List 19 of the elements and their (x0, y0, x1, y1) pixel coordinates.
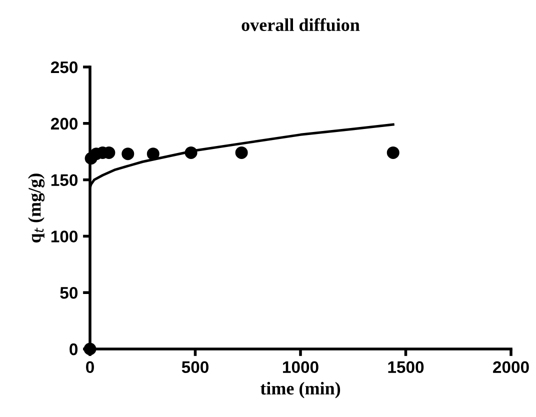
x-tick-label: 500 (182, 361, 208, 374)
point (386, 146, 400, 159)
x-tick-label: 1500 (388, 361, 424, 374)
y-tick-label: 200 (50, 118, 78, 130)
point (122, 148, 134, 160)
y-tick-label: 250 (50, 61, 78, 74)
x-tick-label: 1000 (283, 361, 318, 374)
chart-title: overall diffuion (242, 18, 360, 32)
x-tick-label: 0 (86, 361, 94, 374)
y-tick-label: 50 (60, 287, 78, 299)
y-axis-title: q$_{t}$ (mg/g) (28, 174, 45, 242)
point (184, 146, 198, 159)
point (235, 146, 248, 159)
x-tick-label: 2000 (493, 361, 529, 374)
y-tick-label: 0 (70, 343, 78, 356)
point (146, 148, 160, 160)
y-tick-label: 100 (51, 230, 78, 242)
x-axis-title: time (min) (260, 382, 340, 398)
y-tick-label: 150 (51, 174, 78, 186)
